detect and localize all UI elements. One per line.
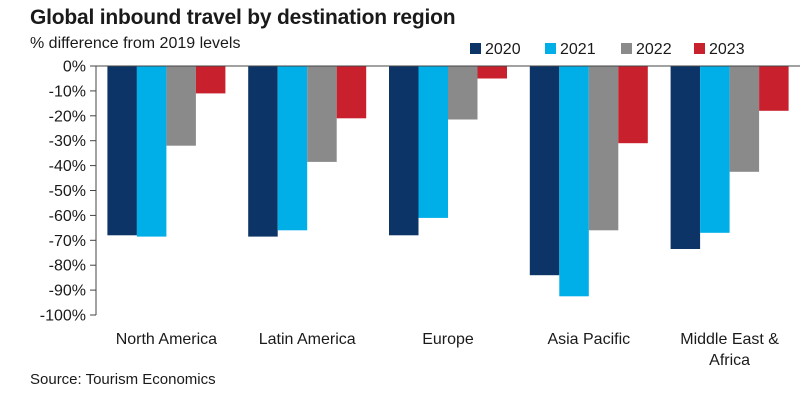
category-label: Asia Pacific <box>547 331 630 348</box>
y-tick-label: -20% <box>49 108 86 125</box>
bar-2023 <box>195 66 226 94</box>
legend-swatch-2020 <box>470 43 481 54</box>
bar-2021 <box>136 66 167 237</box>
bar-2023 <box>759 66 789 111</box>
y-tick-label: -40% <box>49 158 86 175</box>
legend-swatch-2023 <box>694 43 705 54</box>
y-tick-label: -70% <box>49 233 86 250</box>
legend-label-2022: 2022 <box>636 41 672 58</box>
bar-2020 <box>529 66 560 276</box>
bar-2022 <box>588 66 619 231</box>
bar-2021 <box>418 66 448 218</box>
y-tick-label: -90% <box>49 283 86 300</box>
bar-2023 <box>618 66 648 144</box>
chart-subtitle: % difference from 2019 levels <box>30 35 241 52</box>
legend-label-2020: 2020 <box>485 41 521 58</box>
bar-2020 <box>107 66 137 236</box>
bar-2022 <box>729 66 760 172</box>
y-tick-label: -80% <box>49 258 86 275</box>
chart-title: Global inbound travel by destination reg… <box>30 6 456 29</box>
bar-2021 <box>277 66 308 231</box>
y-tick-label: 0% <box>63 59 86 76</box>
y-tick-label: -30% <box>49 133 86 150</box>
bar-2020 <box>670 66 701 249</box>
legend-swatch-2022 <box>621 43 632 54</box>
legend-label-2021: 2021 <box>560 41 596 58</box>
legend-label-2023: 2023 <box>709 41 745 58</box>
bar-2023 <box>477 66 507 79</box>
source-note: Source: Tourism Economics <box>30 371 216 388</box>
y-tick-label: -10% <box>49 83 86 100</box>
bar-2022 <box>448 66 478 120</box>
bar-2020 <box>389 66 419 236</box>
legend-swatch-2021 <box>545 43 556 54</box>
bar-2021 <box>559 66 589 297</box>
category-label: North America <box>116 331 217 348</box>
y-tick-label: -60% <box>49 208 86 225</box>
y-tick-label: -100% <box>40 308 86 325</box>
bar-2022 <box>307 66 337 162</box>
y-tick-label: -50% <box>49 183 86 200</box>
bar-2020 <box>248 66 278 237</box>
category-label: Latin America <box>259 331 356 348</box>
bar-2021 <box>700 66 730 233</box>
category-label: Europe <box>422 331 474 348</box>
bar-2023 <box>336 66 367 119</box>
bar-2022 <box>166 66 196 146</box>
category-label: Middle East & Africa <box>680 331 779 369</box>
